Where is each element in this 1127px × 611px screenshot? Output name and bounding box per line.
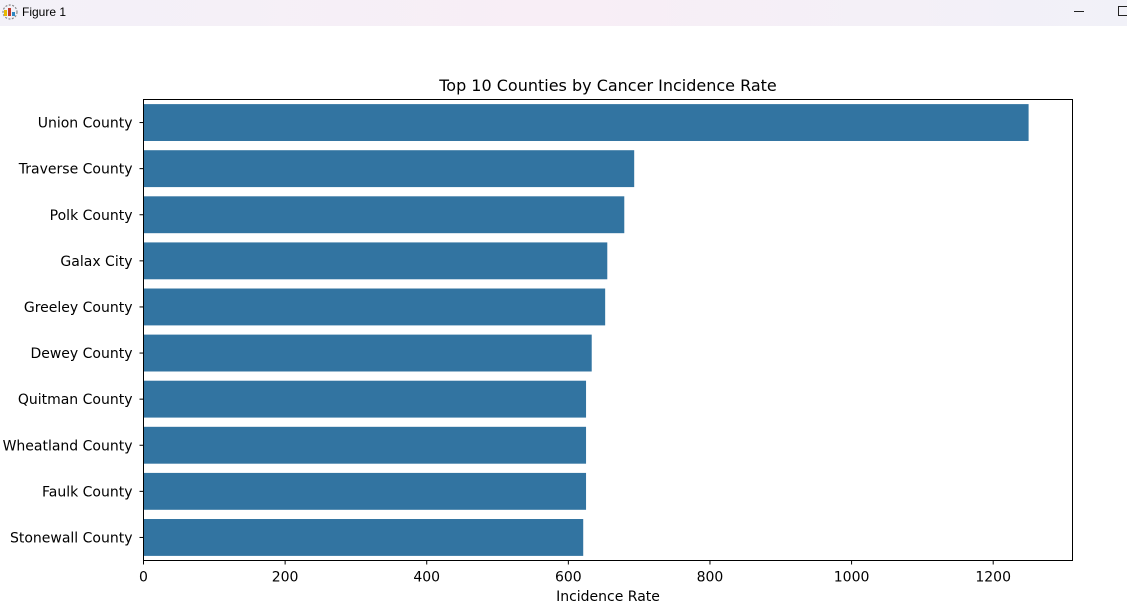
y-tick-label: Stonewall County (10, 530, 133, 546)
bars-group (143, 104, 1029, 556)
x-tick-label: 1000 (834, 570, 870, 586)
y-tick-label: Traverse County (18, 162, 133, 178)
x-tick-label: 1200 (975, 570, 1011, 586)
window-title: Figure 1 (22, 5, 67, 19)
y-tick-label: Greeley County (24, 300, 133, 316)
x-tick-label: 400 (413, 570, 440, 586)
y-tick-labels: Union County Traverse County Polk County Ga… (3, 116, 144, 546)
y-tick-label: Polk County (50, 208, 133, 224)
bar-faulk-county (143, 472, 587, 510)
bar-greeley-county (143, 288, 606, 326)
x-axis-label: Incidence Rate (556, 589, 660, 605)
bar-union-county (143, 104, 1029, 141)
bar-wheatland-county (143, 426, 587, 464)
y-tick-label: Faulk County (42, 484, 133, 500)
x-axis-ticks: 0 200 400 600 800 1000 1200 (139, 560, 1011, 586)
figure-app-icon (2, 4, 18, 20)
y-tick-label: Quitman County (18, 392, 133, 408)
bar-dewey-county (143, 334, 592, 372)
window-titlebar: Figure 1 (0, 0, 1127, 26)
x-tick-label: 0 (139, 570, 148, 586)
y-tick-label: Galax City (60, 254, 132, 270)
x-tick-label: 200 (272, 570, 299, 586)
x-tick-label: 600 (555, 570, 582, 586)
bar-polk-county (143, 196, 625, 234)
y-tick-label: Dewey County (30, 346, 132, 362)
minimize-button[interactable] (1058, 0, 1098, 26)
y-tick-label: Union County (38, 116, 133, 132)
y-tick-label: Wheatland County (3, 438, 133, 454)
bar-stonewall-county (143, 519, 584, 556)
chart-title: Top 10 Counties by Cancer Incidence Rate (438, 76, 777, 95)
bar-traverse-county (143, 150, 635, 188)
bar-quitman-county (143, 380, 587, 418)
bar-galax-city (143, 242, 608, 280)
maximize-button[interactable] (1102, 0, 1127, 26)
plot-frame (143, 99, 1073, 561)
bar-chart: Top 10 Counties by Cancer Incidence Rate… (3, 76, 1073, 605)
x-tick-label: 800 (697, 570, 724, 586)
